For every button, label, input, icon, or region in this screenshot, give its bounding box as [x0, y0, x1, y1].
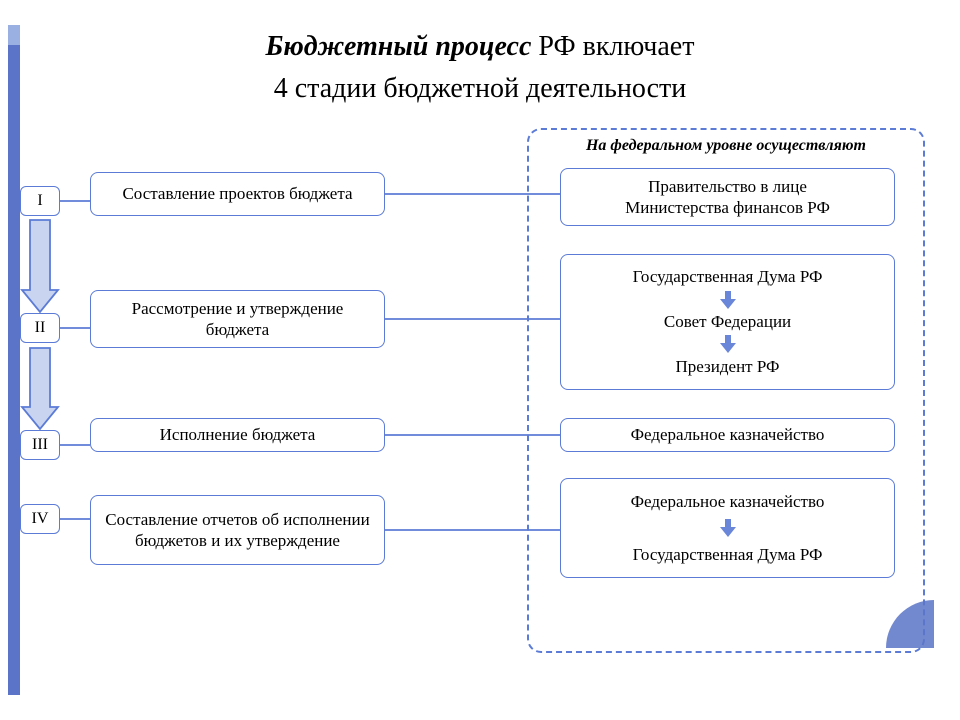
stage-2: Рассмотрение и утверждение бюджета [90, 290, 385, 348]
roman-1: I [20, 186, 60, 216]
federal-1: Правительство в лице Министерства финанс… [560, 168, 895, 226]
federal-2-line2: Совет Федерации [664, 311, 791, 332]
federal-2-line1: Государственная Дума РФ [633, 266, 823, 287]
diagram-canvas: На федеральном уровне осуществляют I II … [0, 0, 960, 720]
federal-4-line1: Федеральное казначейство [631, 491, 825, 512]
stage-2-label: Рассмотрение и утверждение бюджета [99, 298, 376, 341]
stage-3: Исполнение бюджета [90, 418, 385, 452]
corner-decor-icon [886, 600, 934, 648]
stage-4-label: Составление отчетов об исполнении бюджет… [99, 509, 376, 552]
arrow-down-icon [720, 335, 736, 353]
federal-1-text: Правительство в лице Министерства финанс… [625, 176, 830, 219]
roman-1-label: I [37, 191, 42, 211]
federal-3-label: Федеральное казначейство [631, 424, 825, 445]
federal-panel-title: На федеральном уровне осуществляют [556, 137, 896, 155]
stage-4: Составление отчетов об исполнении бюджет… [90, 495, 385, 565]
arrow-roman-2-3 [22, 348, 58, 429]
federal-2-line3: Президент РФ [676, 356, 780, 377]
stage-3-label: Исполнение бюджета [160, 424, 316, 445]
arrow-roman-1-2 [22, 220, 58, 312]
roman-4: IV [20, 504, 60, 534]
roman-3-label: III [32, 435, 48, 455]
federal-2: Государственная Дума РФ Совет Федерации … [560, 254, 895, 390]
stage-1-label: Составление проектов бюджета [122, 183, 352, 204]
federal-4: Федеральное казначейство Государственная… [560, 478, 895, 578]
roman-2-label: II [35, 318, 46, 338]
federal-4-line2: Государственная Дума РФ [633, 544, 823, 565]
arrow-down-icon [720, 291, 736, 309]
roman-2: II [20, 313, 60, 343]
stage-1: Составление проектов бюджета [90, 172, 385, 216]
roman-3: III [20, 430, 60, 460]
federal-1-line1: Правительство в лице [625, 176, 830, 197]
federal-1-line2: Министерства финансов РФ [625, 197, 830, 218]
federal-3: Федеральное казначейство [560, 418, 895, 452]
arrow-down-icon [720, 519, 736, 537]
roman-4-label: IV [32, 509, 49, 529]
